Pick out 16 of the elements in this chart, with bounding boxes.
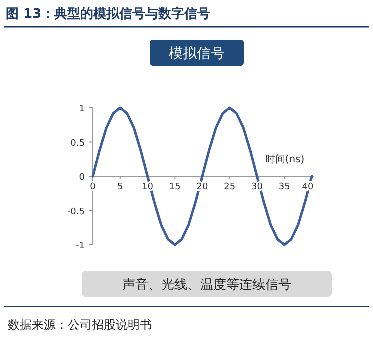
chart-subtitle: 模拟信号 [169,46,225,62]
x-tick-label: 0 [90,182,96,192]
line-series [92,106,314,246]
y-tick-label: 1 [79,104,85,114]
y-tick-label: -1 [76,242,85,252]
y-tick-label: 0.5 [70,138,85,149]
text: 声音、光线、温度等连续信号 [122,277,292,293]
y-tick-label: -0.5 [67,207,85,218]
x-tick-label: 5 [118,182,124,192]
y-tick-label: 0 [79,173,86,183]
x-tick-label: 15 [169,182,181,192]
source-note: 数据来源：公司招股说明书 [8,318,152,332]
chart-title: 图 13：典型的模拟信号与数字信号 [6,6,211,22]
x-tick-label: 35 [278,182,290,192]
x-axis-title: 时间(ns) [265,154,305,166]
x-tick-label: 25 [224,182,236,192]
